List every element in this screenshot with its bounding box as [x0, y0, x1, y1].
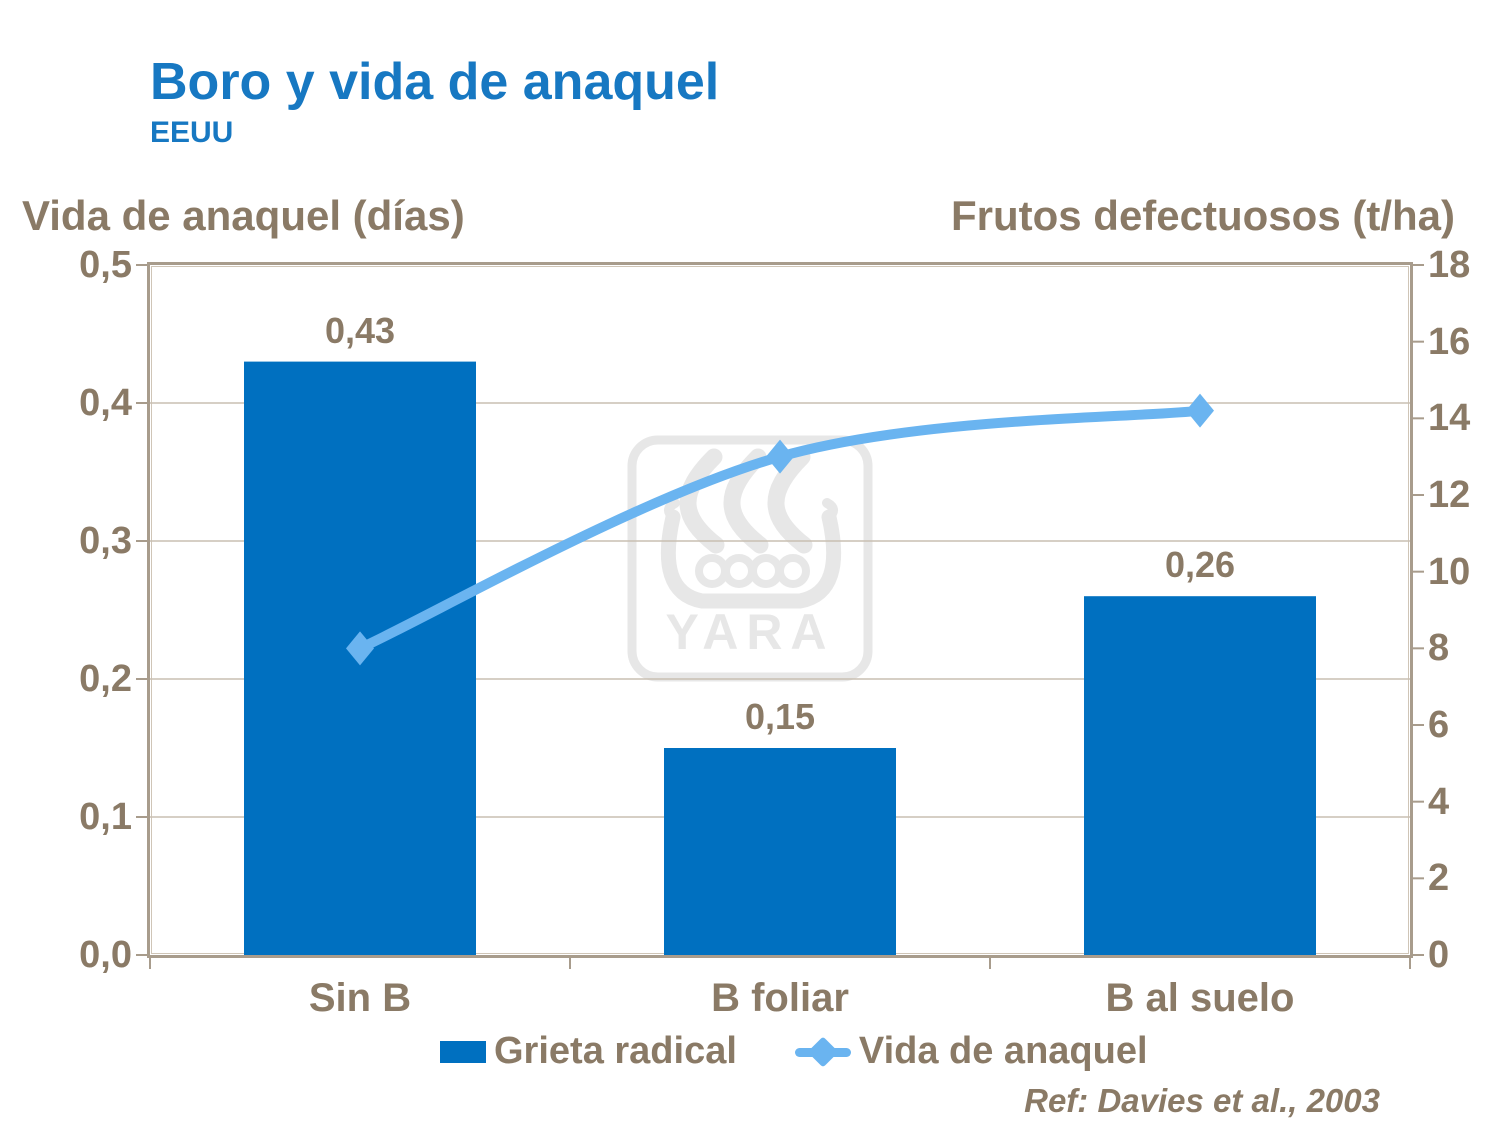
- ship-sail-icon: [679, 448, 725, 554]
- bar-grieta-radical: [664, 748, 896, 955]
- bar-value-label: 0,43: [324, 309, 396, 351]
- left-axis-tick-label: 0,5: [79, 244, 132, 286]
- bar-grieta-radical: [1084, 596, 1316, 955]
- diamond-marker-icon: [807, 1035, 839, 1068]
- ship-hull-icon: [660, 509, 842, 609]
- watermark-text: YARA: [665, 604, 834, 660]
- bar-series-swatch: [440, 1040, 486, 1063]
- right-axis-tick-label: 6: [1428, 704, 1450, 746]
- line-marker-diamond: [766, 439, 794, 474]
- left-axis-tick-label: 0,2: [79, 658, 132, 700]
- ship-shield-icon: [695, 554, 729, 588]
- right-axis-tick-label: 4: [1428, 780, 1450, 823]
- legend-item-grieta-radical: Grieta radical: [440, 1030, 737, 1073]
- right-axis-tick-label: 12: [1428, 474, 1471, 516]
- ship-prow-icon: [664, 498, 680, 522]
- ship-shield-icon: [776, 554, 810, 588]
- line-series-swatch: [794, 1035, 851, 1068]
- category-label: Sin B: [308, 976, 412, 1020]
- plot-area: YARA: [136, 262, 1424, 969]
- legend: Grieta radical Vida de anaquel: [440, 1030, 1148, 1073]
- ship-stern-icon: [822, 498, 838, 522]
- page-title: Boro y vida de anaquel: [150, 53, 720, 111]
- right-axis-title: Frutos defectuosos (t/ha): [950, 192, 1455, 239]
- legend-label: Vida de anaquel: [858, 1030, 1148, 1072]
- yara-watermark-logo: YARA: [627, 435, 873, 682]
- category-label: B foliar: [711, 976, 849, 1020]
- ship-shield-icon: [749, 554, 783, 588]
- line-marker-diamond: [1186, 393, 1214, 428]
- right-axis-tick-label: 0: [1428, 934, 1450, 976]
- right-axis-tick-label: 14: [1428, 397, 1471, 440]
- right-axis-tick-label: 2: [1428, 857, 1450, 900]
- reference-citation: Ref: Davies et al., 2003: [1024, 1082, 1380, 1119]
- left-axis-tick-label: 0,3: [79, 520, 132, 562]
- right-axis-tick-label: 8: [1428, 627, 1450, 670]
- bar-value-label: 0,26: [1164, 544, 1236, 586]
- ship-shield-icon: [722, 554, 756, 588]
- left-axis-tick-label: 0,0: [79, 934, 132, 976]
- watermark-frame: [627, 435, 873, 682]
- right-axis-tick-label: 16: [1428, 320, 1471, 363]
- right-axis-tick-label: 10: [1428, 550, 1471, 593]
- left-axis-tick-label: 0,4: [79, 382, 132, 424]
- left-axis-tick-label: 0,1: [79, 796, 132, 838]
- bar-value-label: 0,15: [744, 696, 816, 737]
- line-marker-diamond: [346, 631, 374, 666]
- left-axis-title: Vida de anaquel (días): [22, 192, 465, 239]
- right-axis-tick-label: 18: [1428, 244, 1471, 286]
- legend-label: Grieta radical: [494, 1030, 737, 1072]
- page-subtitle: EEUU: [150, 116, 234, 149]
- ship-sail-icon: [767, 448, 813, 554]
- chart-canvas: YARA: [136, 264, 1424, 969]
- legend-item-vida-de-anaquel: Vida de anaquel: [794, 1030, 1148, 1073]
- category-label: B al suelo: [1105, 976, 1295, 1020]
